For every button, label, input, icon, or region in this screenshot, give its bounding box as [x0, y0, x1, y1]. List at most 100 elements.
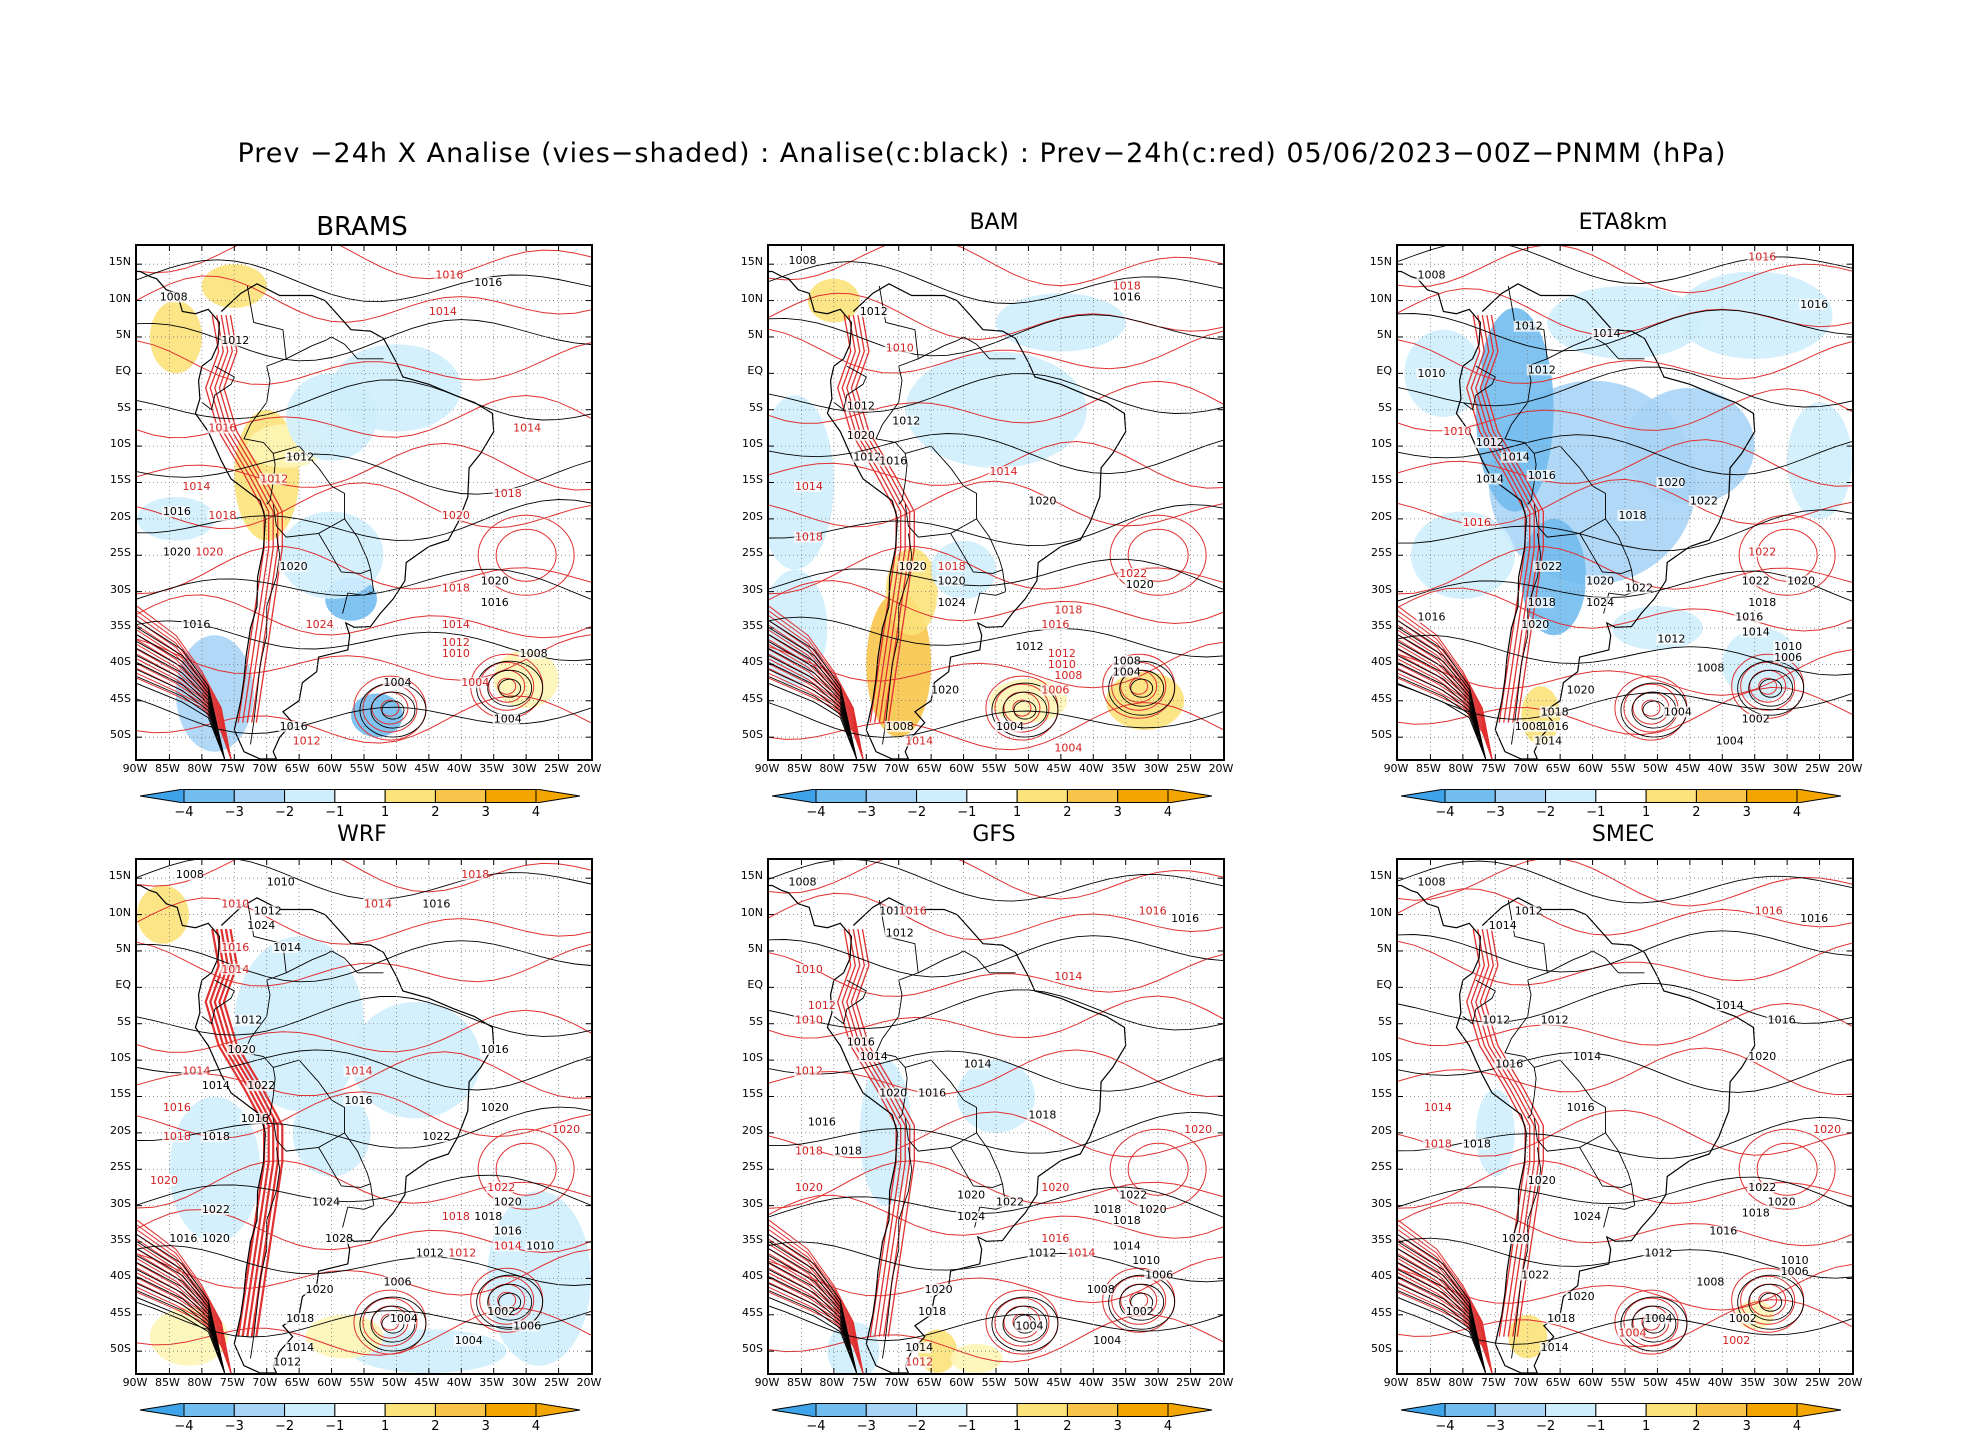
- isobar-label: 1012: [1515, 320, 1543, 333]
- lon-tick-label: 55W: [349, 762, 375, 775]
- isobar-label: 1004: [1716, 734, 1744, 747]
- lat-tick-label: 45S: [742, 691, 763, 705]
- colorbar-tick-label: −4: [1435, 805, 1455, 820]
- colorbar-tick-label: −3: [856, 1419, 876, 1434]
- colorbar-tick-label: 4: [531, 805, 541, 820]
- colorbar-tick-label: −1: [1586, 805, 1606, 820]
- colorbar: [772, 789, 1212, 803]
- isobar-label: 1006: [1041, 684, 1069, 697]
- isobar-label: 1010: [886, 342, 914, 355]
- lat-tick-label: 10N: [108, 905, 131, 919]
- panel-title-gfs: GFS: [972, 822, 1016, 847]
- lat-tick-label: 5N: [1376, 941, 1392, 955]
- isobar-label: 1018: [1541, 705, 1569, 718]
- lat-lon-grid: [1398, 246, 1852, 759]
- isobar-label: 1018: [208, 509, 236, 522]
- forecast-isobars: [769, 860, 1223, 1373]
- lon-tick-label: 30W: [1143, 762, 1169, 775]
- lon-tick-label: 20W: [576, 1376, 602, 1389]
- isobar-label: 1018: [442, 1210, 470, 1223]
- isobar-label: 1016: [1567, 1101, 1595, 1114]
- isobar-label: 1024: [247, 919, 275, 932]
- isobar-label: 1024: [1586, 596, 1614, 609]
- isobar-label: 1018: [795, 1145, 823, 1158]
- isobar-label: 1022: [1521, 1268, 1549, 1281]
- lat-tick-label: 50S: [742, 1342, 763, 1356]
- isobar-label: 1006: [383, 1276, 411, 1289]
- bias-shade-region: [905, 351, 1087, 468]
- isobar-label: 1012: [273, 1356, 301, 1369]
- lon-tick-label: 65W: [916, 1376, 942, 1389]
- isobar-label: 1020: [481, 574, 509, 587]
- lat-tick-label: 30S: [742, 582, 763, 596]
- analysis-isobars: [1398, 860, 1852, 1373]
- colorbar-tick-label: −1: [957, 805, 977, 820]
- lon-tick-label: 60W: [949, 762, 974, 775]
- lat-tick-label: 25S: [1371, 546, 1392, 560]
- isobar-label: 1006: [513, 1319, 541, 1332]
- isobar-label: 1014: [1541, 1341, 1569, 1354]
- lat-tick-label: 15N: [740, 869, 763, 883]
- lat-tick-label: 40S: [1371, 655, 1392, 669]
- lon-tick-label: 30W: [1772, 1376, 1798, 1389]
- lon-tick-label: 25W: [1805, 1376, 1830, 1389]
- lat-tick-label: 10S: [742, 1051, 763, 1065]
- isobar-label: 1016: [899, 905, 927, 918]
- lat-tick-label: 5S: [749, 400, 763, 414]
- lon-tick-label: 85W: [154, 762, 180, 775]
- lon-tick-label: 60W: [1578, 1376, 1603, 1389]
- colorbar-tick-label: 3: [1113, 805, 1122, 820]
- colorbar-tick-label: −1: [325, 1419, 345, 1434]
- isobar-label: 1004: [383, 676, 411, 689]
- colorbar-tick-label: 2: [1692, 805, 1701, 820]
- isobar-label: 1018: [163, 1130, 191, 1143]
- isobar-label: 1018: [494, 487, 522, 500]
- isobar-label: 1008: [1087, 1283, 1115, 1296]
- isobar-label: 1014: [1593, 327, 1621, 340]
- isobar-label: 1020: [1521, 618, 1549, 631]
- isobar-label: 1004: [1644, 1312, 1672, 1325]
- isobar-label: 1010: [526, 1239, 554, 1252]
- lon-tick-label: 55W: [349, 1376, 375, 1389]
- lat-tick-label: 5N: [1376, 327, 1392, 341]
- isobar-label: 1016: [879, 454, 907, 467]
- lon-tick-label: 65W: [1545, 1376, 1571, 1389]
- lat-tick-label: 5N: [747, 941, 763, 955]
- isobar-label: 1004: [1093, 1334, 1121, 1347]
- lat-tick-label: 25S: [742, 546, 763, 560]
- lon-tick-label: 65W: [284, 762, 310, 775]
- isobar-label: 1020: [1813, 1123, 1841, 1136]
- isobar-label: 1016: [241, 1112, 269, 1125]
- isobar-label: 1004: [1664, 705, 1692, 718]
- colorbar-tick-label: 2: [1692, 1419, 1701, 1434]
- bias-shade-region: [1676, 271, 1833, 359]
- isobar-label: 1008: [1113, 654, 1141, 667]
- isobar-label: 1012: [1015, 640, 1043, 653]
- isobar-label: 1016: [1528, 469, 1556, 482]
- isobar-label: 1016: [1041, 1232, 1069, 1245]
- isobar-label: 1020: [1586, 574, 1614, 587]
- colorbar: [1401, 789, 1841, 803]
- isobar-label: 1018: [1528, 596, 1556, 609]
- colorbar-tick-label: −2: [1535, 805, 1556, 820]
- lat-tick-label: 5S: [1378, 1014, 1392, 1028]
- lat-tick-label: 25S: [1371, 1160, 1392, 1174]
- lon-tick-label: 35W: [479, 762, 505, 775]
- lat-tick-label: 35S: [110, 1233, 131, 1247]
- lon-tick-label: 90W: [754, 1376, 780, 1389]
- colorbar-tick-label: 3: [1742, 1419, 1751, 1434]
- isobar-label: 1014: [905, 734, 933, 747]
- isobar-label: 1014: [964, 1057, 992, 1070]
- isobar-label: 1020: [899, 560, 927, 573]
- isobar-label: 1016: [918, 1086, 946, 1099]
- lat-tick-label: 45S: [1371, 691, 1392, 705]
- isobar-label: 1022: [202, 1203, 230, 1216]
- lon-tick-label: 60W: [317, 1376, 342, 1389]
- isobar-label: 1018: [1054, 603, 1082, 616]
- isobar-label: 1020: [1787, 574, 1815, 587]
- lon-tick-label: 40W: [1707, 762, 1733, 775]
- lat-tick-label: 10S: [1371, 437, 1392, 451]
- bias-shade-region: [351, 693, 403, 738]
- isobar-label: 1014: [905, 1341, 933, 1354]
